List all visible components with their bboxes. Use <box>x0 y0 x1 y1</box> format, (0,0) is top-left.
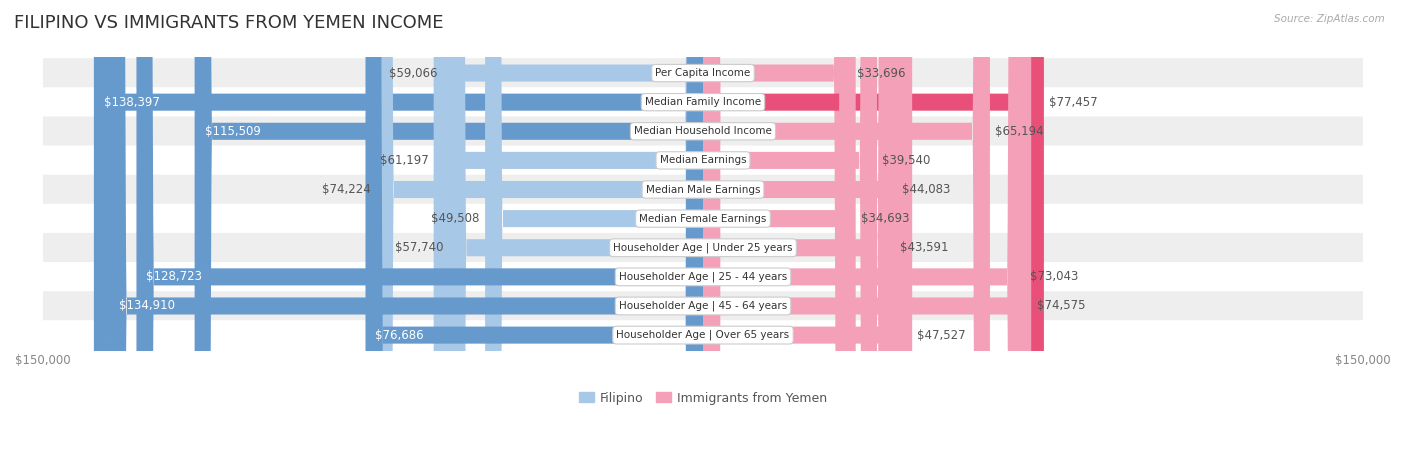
FancyBboxPatch shape <box>485 0 703 467</box>
Text: $44,083: $44,083 <box>903 183 950 196</box>
Text: $39,540: $39,540 <box>883 154 931 167</box>
Text: $138,397: $138,397 <box>104 96 160 109</box>
FancyBboxPatch shape <box>42 175 1364 205</box>
Text: Householder Age | 45 - 64 years: Householder Age | 45 - 64 years <box>619 301 787 311</box>
FancyBboxPatch shape <box>703 0 894 467</box>
Text: $76,686: $76,686 <box>375 329 425 341</box>
Text: $73,043: $73,043 <box>1029 270 1078 283</box>
FancyBboxPatch shape <box>703 0 851 467</box>
Text: $59,066: $59,066 <box>389 66 437 79</box>
Legend: Filipino, Immigrants from Yemen: Filipino, Immigrants from Yemen <box>574 387 832 410</box>
FancyBboxPatch shape <box>703 0 1043 467</box>
FancyBboxPatch shape <box>194 0 703 467</box>
FancyBboxPatch shape <box>42 233 1364 262</box>
Text: $43,591: $43,591 <box>900 241 949 254</box>
FancyBboxPatch shape <box>377 0 703 467</box>
FancyBboxPatch shape <box>703 0 990 467</box>
FancyBboxPatch shape <box>366 0 703 467</box>
Text: Householder Age | Over 65 years: Householder Age | Over 65 years <box>616 330 790 340</box>
Text: $115,509: $115,509 <box>204 125 260 138</box>
Text: Median Earnings: Median Earnings <box>659 156 747 165</box>
Text: $33,696: $33,696 <box>856 66 905 79</box>
FancyBboxPatch shape <box>42 87 1364 117</box>
FancyBboxPatch shape <box>136 0 703 467</box>
Text: $47,527: $47,527 <box>918 329 966 341</box>
FancyBboxPatch shape <box>703 0 877 467</box>
Text: FILIPINO VS IMMIGRANTS FROM YEMEN INCOME: FILIPINO VS IMMIGRANTS FROM YEMEN INCOME <box>14 14 443 32</box>
Text: Median Household Income: Median Household Income <box>634 126 772 136</box>
Text: Median Family Income: Median Family Income <box>645 97 761 107</box>
Text: Median Female Earnings: Median Female Earnings <box>640 213 766 224</box>
FancyBboxPatch shape <box>703 0 897 467</box>
FancyBboxPatch shape <box>42 320 1364 350</box>
Text: $77,457: $77,457 <box>1049 96 1098 109</box>
Text: Per Capita Income: Per Capita Income <box>655 68 751 78</box>
FancyBboxPatch shape <box>42 291 1364 321</box>
FancyBboxPatch shape <box>42 58 1364 88</box>
Text: $74,575: $74,575 <box>1036 299 1085 312</box>
Text: $57,740: $57,740 <box>395 241 443 254</box>
FancyBboxPatch shape <box>110 0 703 467</box>
FancyBboxPatch shape <box>703 0 1031 467</box>
Text: $74,224: $74,224 <box>322 183 371 196</box>
Text: $65,194: $65,194 <box>995 125 1043 138</box>
Text: Median Male Earnings: Median Male Earnings <box>645 184 761 195</box>
FancyBboxPatch shape <box>42 204 1364 234</box>
FancyBboxPatch shape <box>703 0 856 467</box>
FancyBboxPatch shape <box>703 0 912 467</box>
Text: Householder Age | Under 25 years: Householder Age | Under 25 years <box>613 242 793 253</box>
Text: Source: ZipAtlas.com: Source: ZipAtlas.com <box>1274 14 1385 24</box>
FancyBboxPatch shape <box>449 0 703 467</box>
Text: $49,508: $49,508 <box>432 212 479 225</box>
Text: $61,197: $61,197 <box>380 154 429 167</box>
Text: $128,723: $128,723 <box>146 270 202 283</box>
Text: $34,693: $34,693 <box>860 212 910 225</box>
FancyBboxPatch shape <box>42 116 1364 146</box>
Text: $134,910: $134,910 <box>120 299 176 312</box>
Text: Householder Age | 25 - 44 years: Householder Age | 25 - 44 years <box>619 272 787 282</box>
FancyBboxPatch shape <box>42 146 1364 175</box>
FancyBboxPatch shape <box>703 0 1025 467</box>
FancyBboxPatch shape <box>94 0 703 467</box>
FancyBboxPatch shape <box>42 262 1364 292</box>
FancyBboxPatch shape <box>443 0 703 467</box>
FancyBboxPatch shape <box>433 0 703 467</box>
